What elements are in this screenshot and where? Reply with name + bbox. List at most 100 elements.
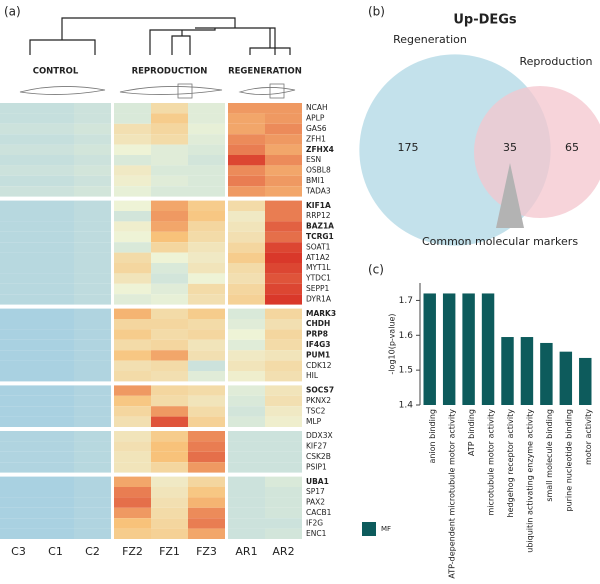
venn-set-label: Reproduction [520, 55, 593, 68]
heatmap-cell [37, 308, 74, 319]
gene-label: CDK12 [306, 361, 332, 370]
x-tick-label: purine nucleotide binding [564, 409, 573, 512]
heatmap-cell [37, 103, 74, 114]
heatmap-cell [37, 416, 74, 427]
heatmap-cell [0, 155, 37, 166]
pointer [496, 163, 524, 228]
y-tick-label: 1.7 [399, 296, 413, 306]
gene-label: APLP [306, 114, 325, 123]
heatmap-cell [0, 360, 37, 371]
heatmap-cell [151, 528, 188, 539]
heatmap-cell [74, 231, 111, 243]
heatmap-cell [37, 441, 74, 452]
heatmap-cell [265, 350, 302, 361]
y-tick-label: 1.6 [399, 331, 414, 341]
heatmap-cell [0, 329, 37, 340]
heatmap-cell [188, 211, 225, 222]
gene-label: PSIP1 [306, 462, 327, 471]
heatmap-cell [0, 319, 37, 330]
heatmap-cell [0, 441, 37, 452]
heatmap-cell [265, 113, 302, 124]
heatmap-cell [188, 273, 225, 284]
heatmap-cell [228, 165, 265, 176]
heatmap-cell [74, 416, 111, 427]
heatmap-cell [114, 283, 151, 295]
heatmap-cell [0, 497, 37, 508]
heatmap-cell [74, 263, 111, 274]
heatmap-cell [188, 451, 225, 463]
heatmap-cell [74, 165, 111, 176]
heatmap-cell [228, 103, 265, 114]
heatmap-cell [265, 263, 302, 274]
heatmap-cell [188, 441, 225, 452]
heatmap-cell [265, 165, 302, 176]
column-label: FZ2 [122, 545, 143, 558]
heatmap-cell [74, 221, 111, 232]
heatmap-cell [37, 175, 74, 187]
heatmap-cell [0, 294, 37, 305]
heatmap-cell [265, 134, 302, 145]
heatmap-cell [151, 406, 188, 417]
heatmap-cell [151, 308, 188, 319]
heatmap-cell [151, 200, 188, 211]
heatmap-cell [151, 211, 188, 222]
heatmap-cell [228, 350, 265, 361]
heatmap-cell [74, 294, 111, 305]
heatmap-cell [0, 462, 37, 473]
gene-label: PAX2 [306, 498, 325, 507]
heatmap-cell [114, 518, 151, 529]
heatmap-cell [114, 221, 151, 232]
column-group-label: REPRODUCTION [132, 67, 208, 77]
gene-label: TSC2 [305, 406, 326, 415]
gene-label: GAS6 [306, 124, 327, 133]
heatmap-cell [228, 507, 265, 519]
heatmap-cell [188, 165, 225, 176]
heatmap-cell [151, 507, 188, 519]
heatmap-cell [188, 283, 225, 295]
gene-label: HIL [306, 371, 319, 380]
panel-label: (a) [4, 5, 21, 19]
heatmap-cell [228, 385, 265, 396]
heatmap-cell [228, 294, 265, 305]
heatmap-cell [228, 416, 265, 427]
worm-box [269, 83, 285, 99]
heatmap-cell [74, 371, 111, 382]
heatmap-cell [151, 395, 188, 407]
heatmap-cell [151, 476, 188, 487]
heatmap-cell [37, 231, 74, 243]
heatmap-cell [188, 431, 225, 442]
heatmap-cell [265, 200, 302, 211]
heatmap-cell [114, 360, 151, 371]
heatmap-cell [265, 294, 302, 305]
heatmap-cell [265, 431, 302, 442]
heatmap-cell [228, 441, 265, 452]
heatmap-cell [37, 134, 74, 145]
heatmap-cell [37, 451, 74, 463]
gene-label: TADA3 [305, 186, 331, 195]
heatmap-cell [74, 360, 111, 371]
venn-count: 65 [565, 141, 579, 154]
heatmap-cell [265, 242, 302, 253]
x-tick-label: microtubule motor activity [487, 409, 496, 516]
heatmap-cell [114, 339, 151, 351]
annotation: Common molecular markers [422, 235, 578, 248]
worm-icon [119, 86, 223, 95]
heatmap-cell [151, 113, 188, 124]
heatmap-cell [265, 144, 302, 155]
heatmap-cell [228, 476, 265, 487]
heatmap-cell [188, 200, 225, 211]
column-label: AR2 [272, 545, 294, 558]
heatmap-cell [114, 242, 151, 253]
heatmap-cell [188, 507, 225, 519]
heatmap-cell [151, 252, 188, 263]
panel-label: (c) [368, 263, 384, 277]
heatmap-cell [74, 329, 111, 340]
heatmap-cell [0, 476, 37, 487]
heatmap-cell [228, 329, 265, 340]
heatmap-cell [0, 371, 37, 382]
marks: (a) CONTROL REPRODUCTION REGENERATION NCAH AP… [0, 5, 600, 579]
heatmap-cell [114, 175, 151, 187]
column-label: FZ3 [196, 545, 217, 558]
y-tick-label: 1.4 [399, 401, 414, 411]
heatmap-cell [188, 308, 225, 319]
